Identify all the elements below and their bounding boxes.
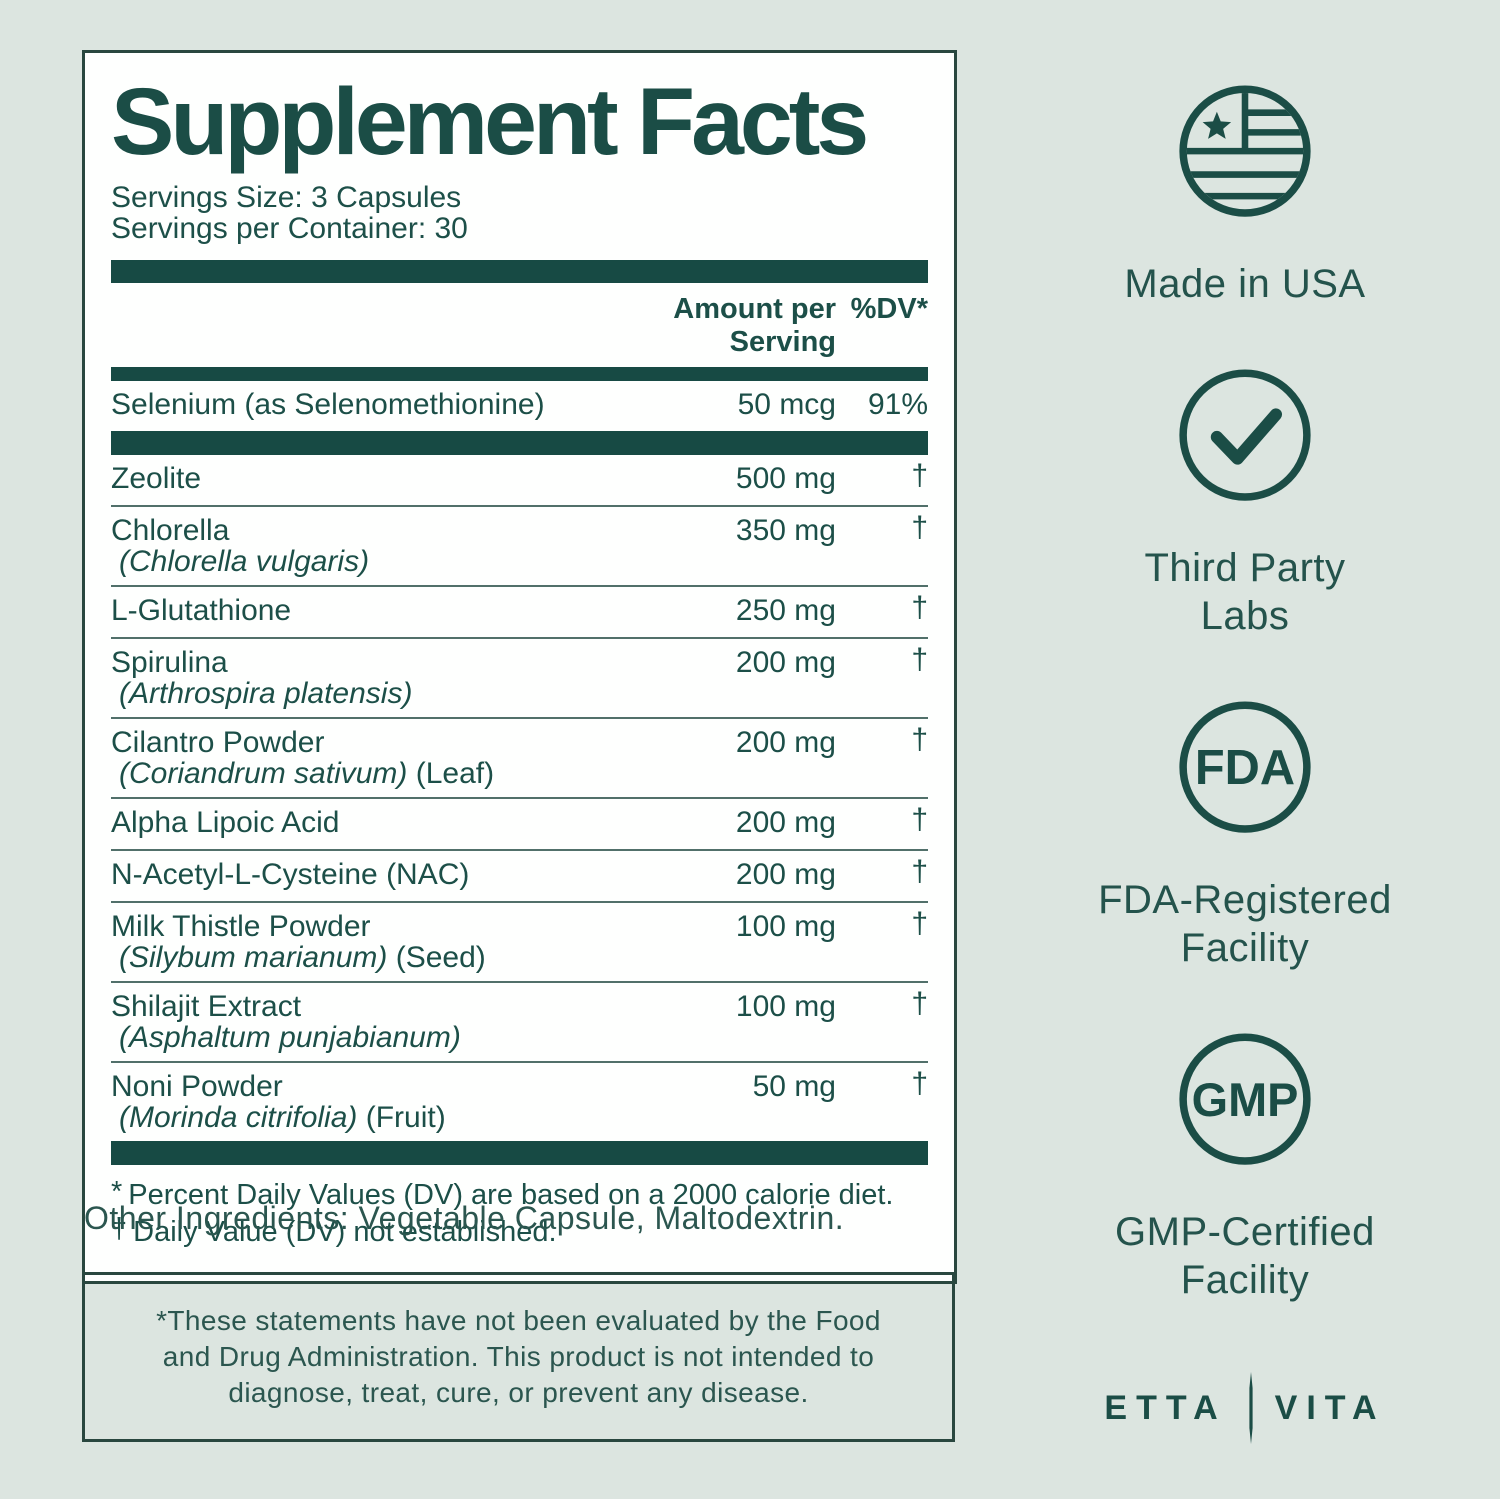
divider-bar-top (111, 260, 928, 283)
table-row: Spirulina (Arthrospira platensis) 200 mg… (111, 639, 928, 719)
ingredient-dv: † (911, 591, 928, 624)
panel-title: Supplement Facts (111, 69, 869, 175)
header-amount-per-serving: Amount per Serving (673, 293, 836, 358)
table-header-row: Amount per Serving %DV* (111, 283, 928, 367)
table-row-selenium: Selenium (as Selenomethionine) 50 mcg 91… (111, 381, 928, 431)
badge-label: GMP-Certified Facility (1115, 1210, 1375, 1302)
brand-name-right: VITA (1274, 1388, 1386, 1427)
ingredient-dv: † (911, 1067, 928, 1100)
ingredient-name: L-Glutathione (111, 594, 292, 627)
serving-size: Servings Size: 3 Capsules (111, 181, 462, 214)
ingredient-dv: † (911, 643, 928, 676)
badge-label: Made in USA (1124, 262, 1366, 306)
ingredient-latin-name: (Asphaltum punjabianum) (119, 1021, 461, 1054)
ingredient-name: Zeolite (111, 462, 202, 495)
other-ingredients-text: Other Ingredients: Vegetable Capsule, Ma… (84, 1200, 845, 1236)
ingredient-amount: 200 mg (735, 726, 836, 759)
ingredient-dv: † (911, 723, 928, 756)
ingredient-latin-name: (Coriandrum sativum) (119, 757, 408, 790)
footnote-dagger: † Daily Value (DV) not established. (111, 1213, 557, 1248)
gmp-icon: GMP (1179, 1033, 1311, 1165)
brand-logo: ETTA VITA (1080, 1372, 1410, 1444)
ingredient-amount: 500 mg (735, 462, 836, 495)
ingredient-amount: 200 mg (735, 646, 836, 679)
fda-circle-text: FDA (1195, 741, 1295, 795)
ingredient-amount: 100 mg (735, 910, 836, 943)
ingredient-amount: 50 mg (752, 1070, 836, 1103)
ingredient-name: Selenium (as Selenomethionine) (111, 388, 545, 421)
ingredient-amount: 50 mcg (737, 388, 836, 421)
ingredient-latin-name: (Morinda citrifolia) (119, 1101, 358, 1134)
badge-label: Third Party Labs (1144, 546, 1346, 638)
table-row: L-Glutathione 250 mg † (111, 587, 928, 639)
ingredient-dv: † (911, 907, 928, 940)
ingredient-name: Shilajit Extract (111, 990, 302, 1023)
table-row: Alpha Lipoic Acid 200 mg † (111, 799, 928, 851)
ingredient-dv: † (911, 855, 928, 888)
ingredient-plant-part: (Fruit) (357, 1101, 446, 1134)
fda-disclaimer-box: *These statements have not been evaluate… (82, 1272, 955, 1442)
table-row: Zeolite 500 mg † (111, 455, 928, 507)
ingredient-name: Milk Thistle Powder (111, 910, 371, 943)
servings-per-container: Servings per Container: 30 (111, 212, 468, 245)
ingredient-name: Cilantro Powder (111, 726, 325, 759)
footnotes: * Percent Daily Values (DV) are based on … (111, 1165, 928, 1255)
ingredient-dv: † (911, 511, 928, 544)
header-percent-dv: %DV* (850, 293, 928, 325)
checkmark-icon (1179, 369, 1311, 501)
ingredient-name: Noni Powder (111, 1070, 283, 1103)
ingredient-dv: † (911, 459, 928, 492)
certification-badges: Made in USA Third Party Labs FDA FDA-Reg… (1080, 78, 1410, 1358)
ingredient-plant-part: (Seed) (387, 941, 486, 974)
table-row: Shilajit Extract (Asphaltum punjabianum)… (111, 983, 928, 1063)
usa-flag-icon (1179, 85, 1311, 217)
table-row: Milk Thistle Powder (Silybum marianum) (… (111, 903, 928, 983)
table-row: Cilantro Powder (Coriandrum sativum) (Le… (111, 719, 928, 799)
badge-label: FDA-Registered Facility (1098, 878, 1392, 970)
fda-icon: FDA (1179, 701, 1311, 833)
ingredient-latin-name: (Silybum marianum) (119, 941, 388, 974)
table-row: N-Acetyl-L-Cysteine (NAC) 200 mg † (111, 851, 928, 903)
brand-divider-line (1249, 1372, 1253, 1444)
ingredient-name: Chlorella (111, 514, 230, 547)
ingredient-amount: 200 mg (735, 858, 836, 891)
brand-name-left: ETTA (1104, 1388, 1227, 1427)
ingredient-name: N-Acetyl-L-Cysteine (NAC) (111, 858, 470, 891)
ingredient-name: Spirulina (111, 646, 228, 679)
badge-gmp-certified: GMP GMP-Certified Facility (1115, 1026, 1375, 1304)
divider-bar-bottom (111, 1141, 928, 1165)
divider-bar-header (111, 367, 928, 381)
ingredient-dv: † (911, 803, 928, 836)
ingredient-latin-name: (Chlorella vulgaris) (119, 545, 370, 578)
badge-made-in-usa: Made in USA (1124, 78, 1365, 308)
divider-bar-selenium (111, 431, 928, 455)
ingredient-amount: 100 mg (735, 990, 836, 1023)
ingredient-amount: 250 mg (735, 594, 836, 627)
ingredient-amount: 350 mg (735, 514, 836, 547)
ingredient-latin-name: (Arthrospira platensis) (119, 677, 413, 710)
fda-disclaimer-text: *These statements have not been evaluate… (156, 1305, 881, 1408)
footnote-dv: * Percent Daily Values (DV) are based on … (111, 1176, 894, 1211)
gmp-circle-text: GMP (1192, 1074, 1299, 1126)
ingredient-dv: 91% (867, 388, 928, 421)
table-row: Noni Powder (Morinda citrifolia) (Fruit)… (111, 1063, 928, 1141)
ingredient-name: Alpha Lipoic Acid (111, 806, 340, 839)
ingredient-plant-part: (Leaf) (407, 757, 495, 790)
badge-third-party-labs: Third Party Labs (1144, 362, 1345, 640)
ingredient-dv: † (911, 987, 928, 1020)
ingredient-amount: 200 mg (735, 806, 836, 839)
badge-fda-registered: FDA FDA-Registered Facility (1098, 694, 1392, 972)
table-row: Chlorella (Chlorella vulgaris) 350 mg † (111, 507, 928, 587)
supplement-facts-panel: Supplement Facts Servings Size: 3 Capsul… (82, 50, 957, 1284)
